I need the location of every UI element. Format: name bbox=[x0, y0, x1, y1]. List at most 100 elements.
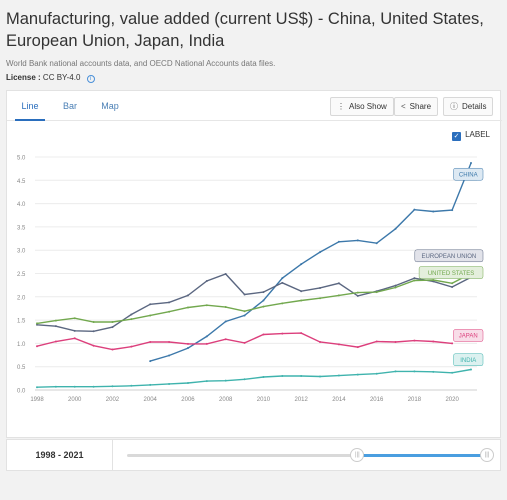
data-point bbox=[92, 330, 95, 333]
chart-panel: Line Bar Map ⋮ Also Show < Share ⓘ Details … bbox=[6, 90, 502, 438]
x-tick-label: 2016 bbox=[370, 397, 384, 403]
tab-map[interactable]: Map bbox=[101, 101, 119, 111]
range-end-handle[interactable]: ||| bbox=[480, 448, 494, 462]
x-tick-label: 1998 bbox=[30, 397, 44, 403]
data-point bbox=[319, 297, 322, 300]
data-point bbox=[451, 342, 454, 345]
data-point bbox=[300, 290, 303, 293]
series-label-china: CHINA bbox=[459, 172, 478, 178]
info-icon[interactable]: i bbox=[86, 75, 95, 83]
data-point bbox=[300, 263, 303, 266]
data-point bbox=[432, 210, 435, 213]
data-point bbox=[394, 227, 397, 230]
data-point bbox=[262, 291, 265, 294]
data-point bbox=[92, 385, 95, 388]
data-point bbox=[36, 323, 38, 326]
label-toggle-text: LABEL bbox=[465, 130, 490, 139]
y-tick-label: 3.5 bbox=[17, 225, 26, 231]
data-point bbox=[130, 384, 133, 387]
data-point bbox=[300, 375, 303, 378]
data-point bbox=[205, 335, 208, 338]
series-label-india: INDIA bbox=[460, 358, 476, 364]
data-point bbox=[205, 304, 208, 307]
license-line: License : CC BY-4.0 i bbox=[6, 73, 95, 83]
data-point bbox=[36, 322, 38, 325]
range-bar: 1998 - 2021 ||| ||| bbox=[6, 439, 501, 471]
data-point bbox=[73, 337, 76, 340]
data-point bbox=[149, 314, 152, 317]
data-point bbox=[224, 272, 227, 275]
data-point bbox=[319, 286, 322, 289]
x-tick-label: 2014 bbox=[332, 397, 346, 403]
y-tick-label: 0.5 bbox=[17, 365, 26, 371]
series-line-india bbox=[36, 368, 472, 388]
series-line-china bbox=[150, 162, 472, 362]
data-point bbox=[73, 317, 76, 320]
data-point bbox=[413, 208, 416, 211]
y-tick-label: 4.5 bbox=[17, 179, 26, 185]
data-point bbox=[356, 239, 359, 242]
data-point bbox=[54, 319, 57, 322]
y-tick-label: 4.0 bbox=[17, 202, 26, 208]
x-tick-label: 2010 bbox=[257, 397, 271, 403]
data-point bbox=[394, 284, 397, 287]
data-point bbox=[205, 380, 208, 383]
data-point bbox=[375, 242, 378, 245]
series-line-united-states bbox=[36, 272, 472, 325]
data-point bbox=[168, 354, 171, 357]
data-point bbox=[111, 326, 114, 329]
data-point bbox=[149, 341, 152, 344]
share-button[interactable]: < Share bbox=[394, 97, 439, 116]
data-point bbox=[224, 306, 227, 309]
series-label-japan: JAPAN bbox=[459, 334, 478, 340]
y-tick-label: 3.0 bbox=[17, 249, 26, 255]
data-point bbox=[356, 294, 359, 297]
details-button[interactable]: ⓘ Details bbox=[443, 97, 494, 116]
tab-bar-chart[interactable]: Bar bbox=[62, 101, 77, 111]
data-point bbox=[262, 305, 265, 308]
y-tick-label: 2.0 bbox=[17, 295, 26, 301]
data-point bbox=[54, 325, 57, 328]
data-point bbox=[281, 302, 284, 305]
data-point bbox=[168, 301, 171, 304]
data-point bbox=[432, 340, 435, 343]
label-toggle[interactable]: ✓ LABEL bbox=[452, 130, 490, 141]
range-start-handle[interactable]: ||| bbox=[350, 448, 365, 462]
checkbox-checked-icon[interactable]: ✓ bbox=[452, 132, 462, 141]
series-label-united-states: UNITED STATES bbox=[428, 271, 474, 277]
data-point bbox=[54, 385, 57, 388]
data-point bbox=[243, 310, 246, 313]
also-show-button[interactable]: ⋮ Also Show bbox=[330, 97, 394, 116]
tab-line[interactable]: Line bbox=[15, 91, 45, 121]
data-point bbox=[300, 299, 303, 302]
data-point bbox=[262, 299, 265, 302]
data-point bbox=[432, 279, 435, 282]
data-point bbox=[168, 341, 171, 344]
data-point bbox=[470, 368, 472, 371]
data-point bbox=[432, 370, 435, 373]
data-point bbox=[451, 209, 454, 212]
data-point bbox=[319, 375, 322, 378]
data-point bbox=[111, 320, 114, 323]
series-label-box bbox=[414, 249, 484, 263]
license-value[interactable]: CC BY-4.0 bbox=[42, 73, 81, 82]
data-point bbox=[413, 277, 416, 280]
data-point bbox=[451, 282, 454, 285]
data-point bbox=[149, 303, 152, 306]
x-tick-label: 2002 bbox=[106, 397, 120, 403]
data-point bbox=[73, 385, 76, 388]
data-point bbox=[186, 342, 189, 345]
data-point bbox=[281, 281, 284, 284]
series-label-box bbox=[453, 353, 484, 366]
data-point bbox=[205, 279, 208, 282]
share-icon: < bbox=[401, 102, 406, 111]
data-point bbox=[149, 360, 152, 363]
y-tick-label: 5.0 bbox=[17, 156, 26, 162]
range-slider-track[interactable]: ||| ||| bbox=[127, 448, 494, 462]
y-tick-label: 2.5 bbox=[17, 272, 26, 278]
details-info-icon: ⓘ bbox=[450, 102, 458, 111]
series-line-european-union bbox=[36, 273, 472, 333]
x-tick-label: 2008 bbox=[219, 397, 233, 403]
data-point bbox=[375, 340, 378, 343]
data-point bbox=[394, 341, 397, 344]
